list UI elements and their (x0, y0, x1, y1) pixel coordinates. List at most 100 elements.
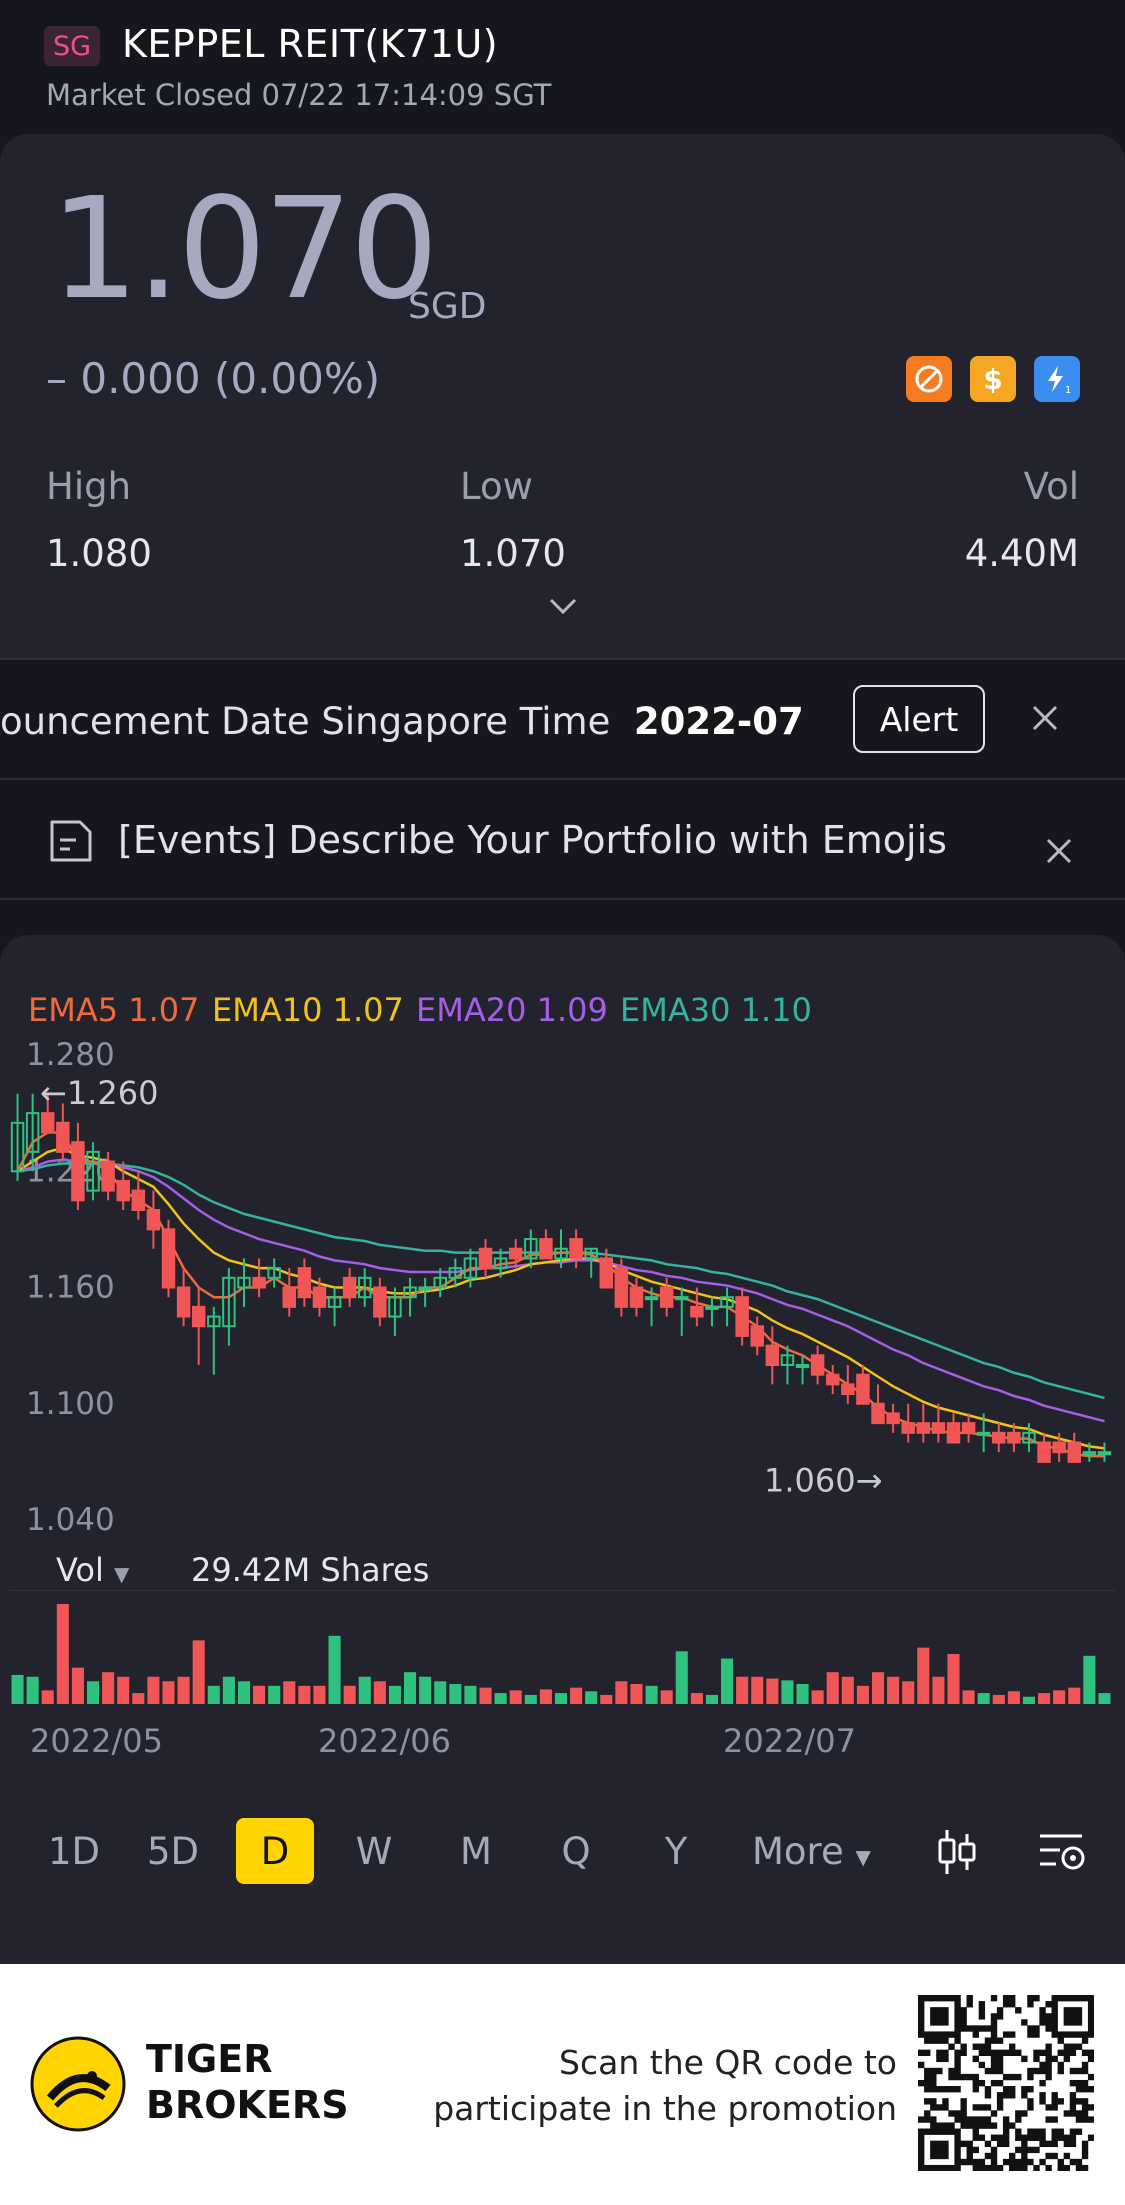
volume-bar (660, 1690, 673, 1704)
qr-module (924, 2128, 931, 2135)
qr-module (930, 2079, 937, 2087)
qr-module (948, 2031, 955, 2038)
qr-module (942, 1995, 949, 2002)
qr-module (1051, 2140, 1058, 2148)
volume-bar (554, 1693, 568, 1704)
qr-module (942, 2019, 949, 2026)
qr-module (936, 2086, 943, 2093)
candlestick-icon[interactable] (935, 1828, 979, 1880)
ticker-text: ouncement Date Singapore Time (0, 700, 611, 743)
no-short-icon[interactable] (906, 356, 952, 402)
qr-module (1081, 2146, 1089, 2154)
qr-module (924, 2067, 931, 2075)
qr-module (990, 2164, 998, 2171)
qr-module (918, 2049, 925, 2056)
alert-button[interactable]: Alert (853, 685, 985, 753)
qr-code[interactable] (918, 1995, 1094, 2171)
tab-m[interactable]: M (460, 1830, 492, 1873)
qr-module (1051, 2134, 1058, 2141)
candle (25, 1093, 40, 1172)
volume-bar (207, 1685, 220, 1704)
candle (418, 1277, 432, 1307)
stock-title: KEPPEL REIT(K71U) (122, 22, 499, 66)
candle (41, 1093, 55, 1134)
candle (207, 1306, 221, 1375)
announcement-ticker[interactable]: ouncement Date Singapore Time 2022-07 (0, 700, 808, 743)
qr-module (978, 2134, 986, 2141)
tab-more[interactable]: More ▼ (752, 1830, 882, 1873)
volume-bar (705, 1694, 718, 1704)
qr-module (942, 2031, 949, 2038)
tab-5d[interactable]: 5D (146, 1830, 200, 1873)
tab-1d[interactable]: 1D (47, 1830, 101, 1873)
tab-d[interactable]: D (236, 1818, 314, 1884)
qr-module (984, 2164, 992, 2171)
qr-module (1002, 2128, 1010, 2135)
qr-module (966, 1995, 973, 2002)
qr-module (1027, 2067, 1034, 2075)
qr-module (1057, 2164, 1064, 2171)
volume-bar (162, 1681, 175, 1704)
qr-module (1081, 2104, 1089, 2111)
qr-module (1051, 2019, 1058, 2026)
candle (252, 1258, 266, 1298)
qr-module (942, 2122, 949, 2129)
qr-module (1039, 2079, 1046, 2087)
qr-module (936, 2128, 943, 2135)
volume-chart[interactable] (0, 1600, 1125, 1706)
dollar-icon[interactable]: $ (970, 356, 1016, 402)
price-change: – 0.000 (0.00%) (46, 354, 381, 403)
qr-module (978, 2013, 986, 2020)
qr-module (1039, 2128, 1046, 2135)
volume-bar (434, 1681, 447, 1704)
qr-module (924, 2110, 931, 2117)
indicator-settings-icon[interactable] (1038, 1830, 1088, 1878)
x-tick: 2022/06 (318, 1722, 451, 1760)
candle (946, 1413, 961, 1444)
chevron-down-icon[interactable] (547, 594, 579, 622)
qr-module (1051, 2104, 1058, 2111)
qr-module (1069, 2007, 1077, 2014)
qr-module (1087, 2055, 1094, 2063)
candle (750, 1316, 764, 1356)
qr-module (1081, 2061, 1089, 2069)
lightning-icon[interactable]: 1 (1034, 356, 1080, 402)
qr-module (1015, 2158, 1022, 2166)
qr-module (966, 2116, 973, 2123)
tab-w[interactable]: W (355, 1830, 393, 1873)
tab-y[interactable]: Y (664, 1830, 688, 1873)
volume-dropdown[interactable]: Vol ▼ (56, 1551, 129, 1589)
close-icon[interactable] (1044, 826, 1074, 877)
qr-module (1069, 2079, 1077, 2087)
qr-module (1027, 2073, 1034, 2081)
qr-module (984, 2049, 992, 2056)
qr-module (930, 2128, 937, 2135)
volume-bar (56, 1604, 69, 1704)
events-banner-text[interactable]: [Events] Describe Your Portfolio with Em… (118, 818, 947, 862)
qr-module (1063, 2164, 1071, 2171)
close-icon[interactable] (1030, 693, 1060, 744)
qr-module (1039, 2158, 1046, 2166)
volume-bar (1038, 1693, 1051, 1704)
qr-module (924, 2073, 931, 2081)
qr-module (1075, 2164, 1083, 2171)
candle (388, 1287, 402, 1336)
volume-bar (192, 1640, 205, 1704)
volume-bar (826, 1672, 839, 1704)
volume-bar (298, 1685, 311, 1704)
candle (116, 1161, 130, 1210)
candle (71, 1122, 85, 1210)
qr-module (960, 2025, 967, 2032)
qr-module (996, 2092, 1004, 2099)
qr-module (1039, 2007, 1046, 2014)
qr-module (990, 2025, 998, 2032)
qr-module (1069, 2158, 1077, 2166)
candle (856, 1365, 870, 1405)
qr-module (954, 2152, 961, 2160)
qr-module (930, 2073, 937, 2081)
candle (478, 1239, 493, 1278)
qr-module (1009, 2122, 1016, 2129)
candle (735, 1287, 749, 1346)
tab-q[interactable]: Q (561, 1830, 591, 1873)
